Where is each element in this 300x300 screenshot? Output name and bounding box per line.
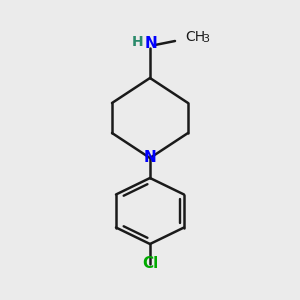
- Text: H: H: [132, 35, 144, 49]
- Text: CH: CH: [185, 30, 205, 44]
- Text: Cl: Cl: [142, 256, 158, 272]
- Text: N: N: [145, 37, 158, 52]
- Text: N: N: [144, 151, 156, 166]
- Text: 3: 3: [202, 34, 209, 44]
